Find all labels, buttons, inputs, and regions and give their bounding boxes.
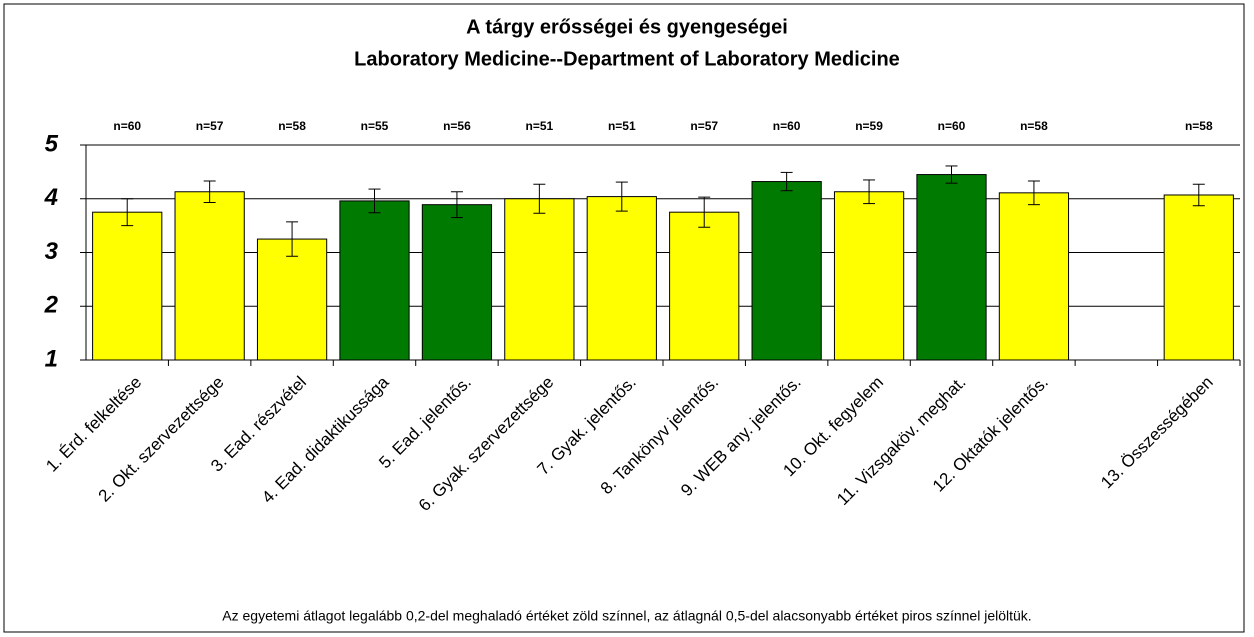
y-tick-label: 4 (44, 184, 58, 211)
n-label: n=51 (608, 119, 636, 133)
bar (586, 196, 657, 361)
bar (256, 238, 328, 361)
n-label: n=57 (690, 119, 718, 133)
n-label: n=55 (361, 119, 389, 133)
chart-subtitle: Laboratory Medicine--Department of Labor… (354, 48, 900, 70)
bar (339, 200, 410, 361)
n-label: n=60 (113, 119, 141, 133)
bar (751, 181, 822, 361)
bar (998, 192, 1070, 361)
y-tick-label: 1 (45, 345, 58, 372)
bar (92, 211, 163, 361)
y-tick-label: 3 (45, 238, 59, 265)
bar (669, 211, 740, 361)
n-label: n=58 (1020, 119, 1048, 133)
y-tick-label: 5 (45, 130, 59, 157)
n-label: n=58 (278, 119, 306, 133)
bar (833, 191, 905, 361)
bar (1163, 194, 1234, 361)
n-label: n=57 (196, 119, 224, 133)
n-label: n=60 (938, 119, 966, 133)
y-tick-label: 2 (44, 292, 59, 319)
n-label: n=56 (443, 119, 471, 133)
n-label: n=58 (1185, 119, 1213, 133)
n-label: n=51 (526, 119, 554, 133)
chart-title: A tárgy erősségei és gyengeségei (466, 16, 788, 38)
bar (174, 191, 245, 361)
bar (504, 198, 575, 361)
footnote: Az egyetemi átlagot legalább 0,2-del meg… (222, 608, 1031, 624)
n-label: n=60 (773, 119, 801, 133)
bar (916, 174, 987, 361)
bar (421, 204, 493, 361)
n-label: n=59 (855, 119, 883, 133)
